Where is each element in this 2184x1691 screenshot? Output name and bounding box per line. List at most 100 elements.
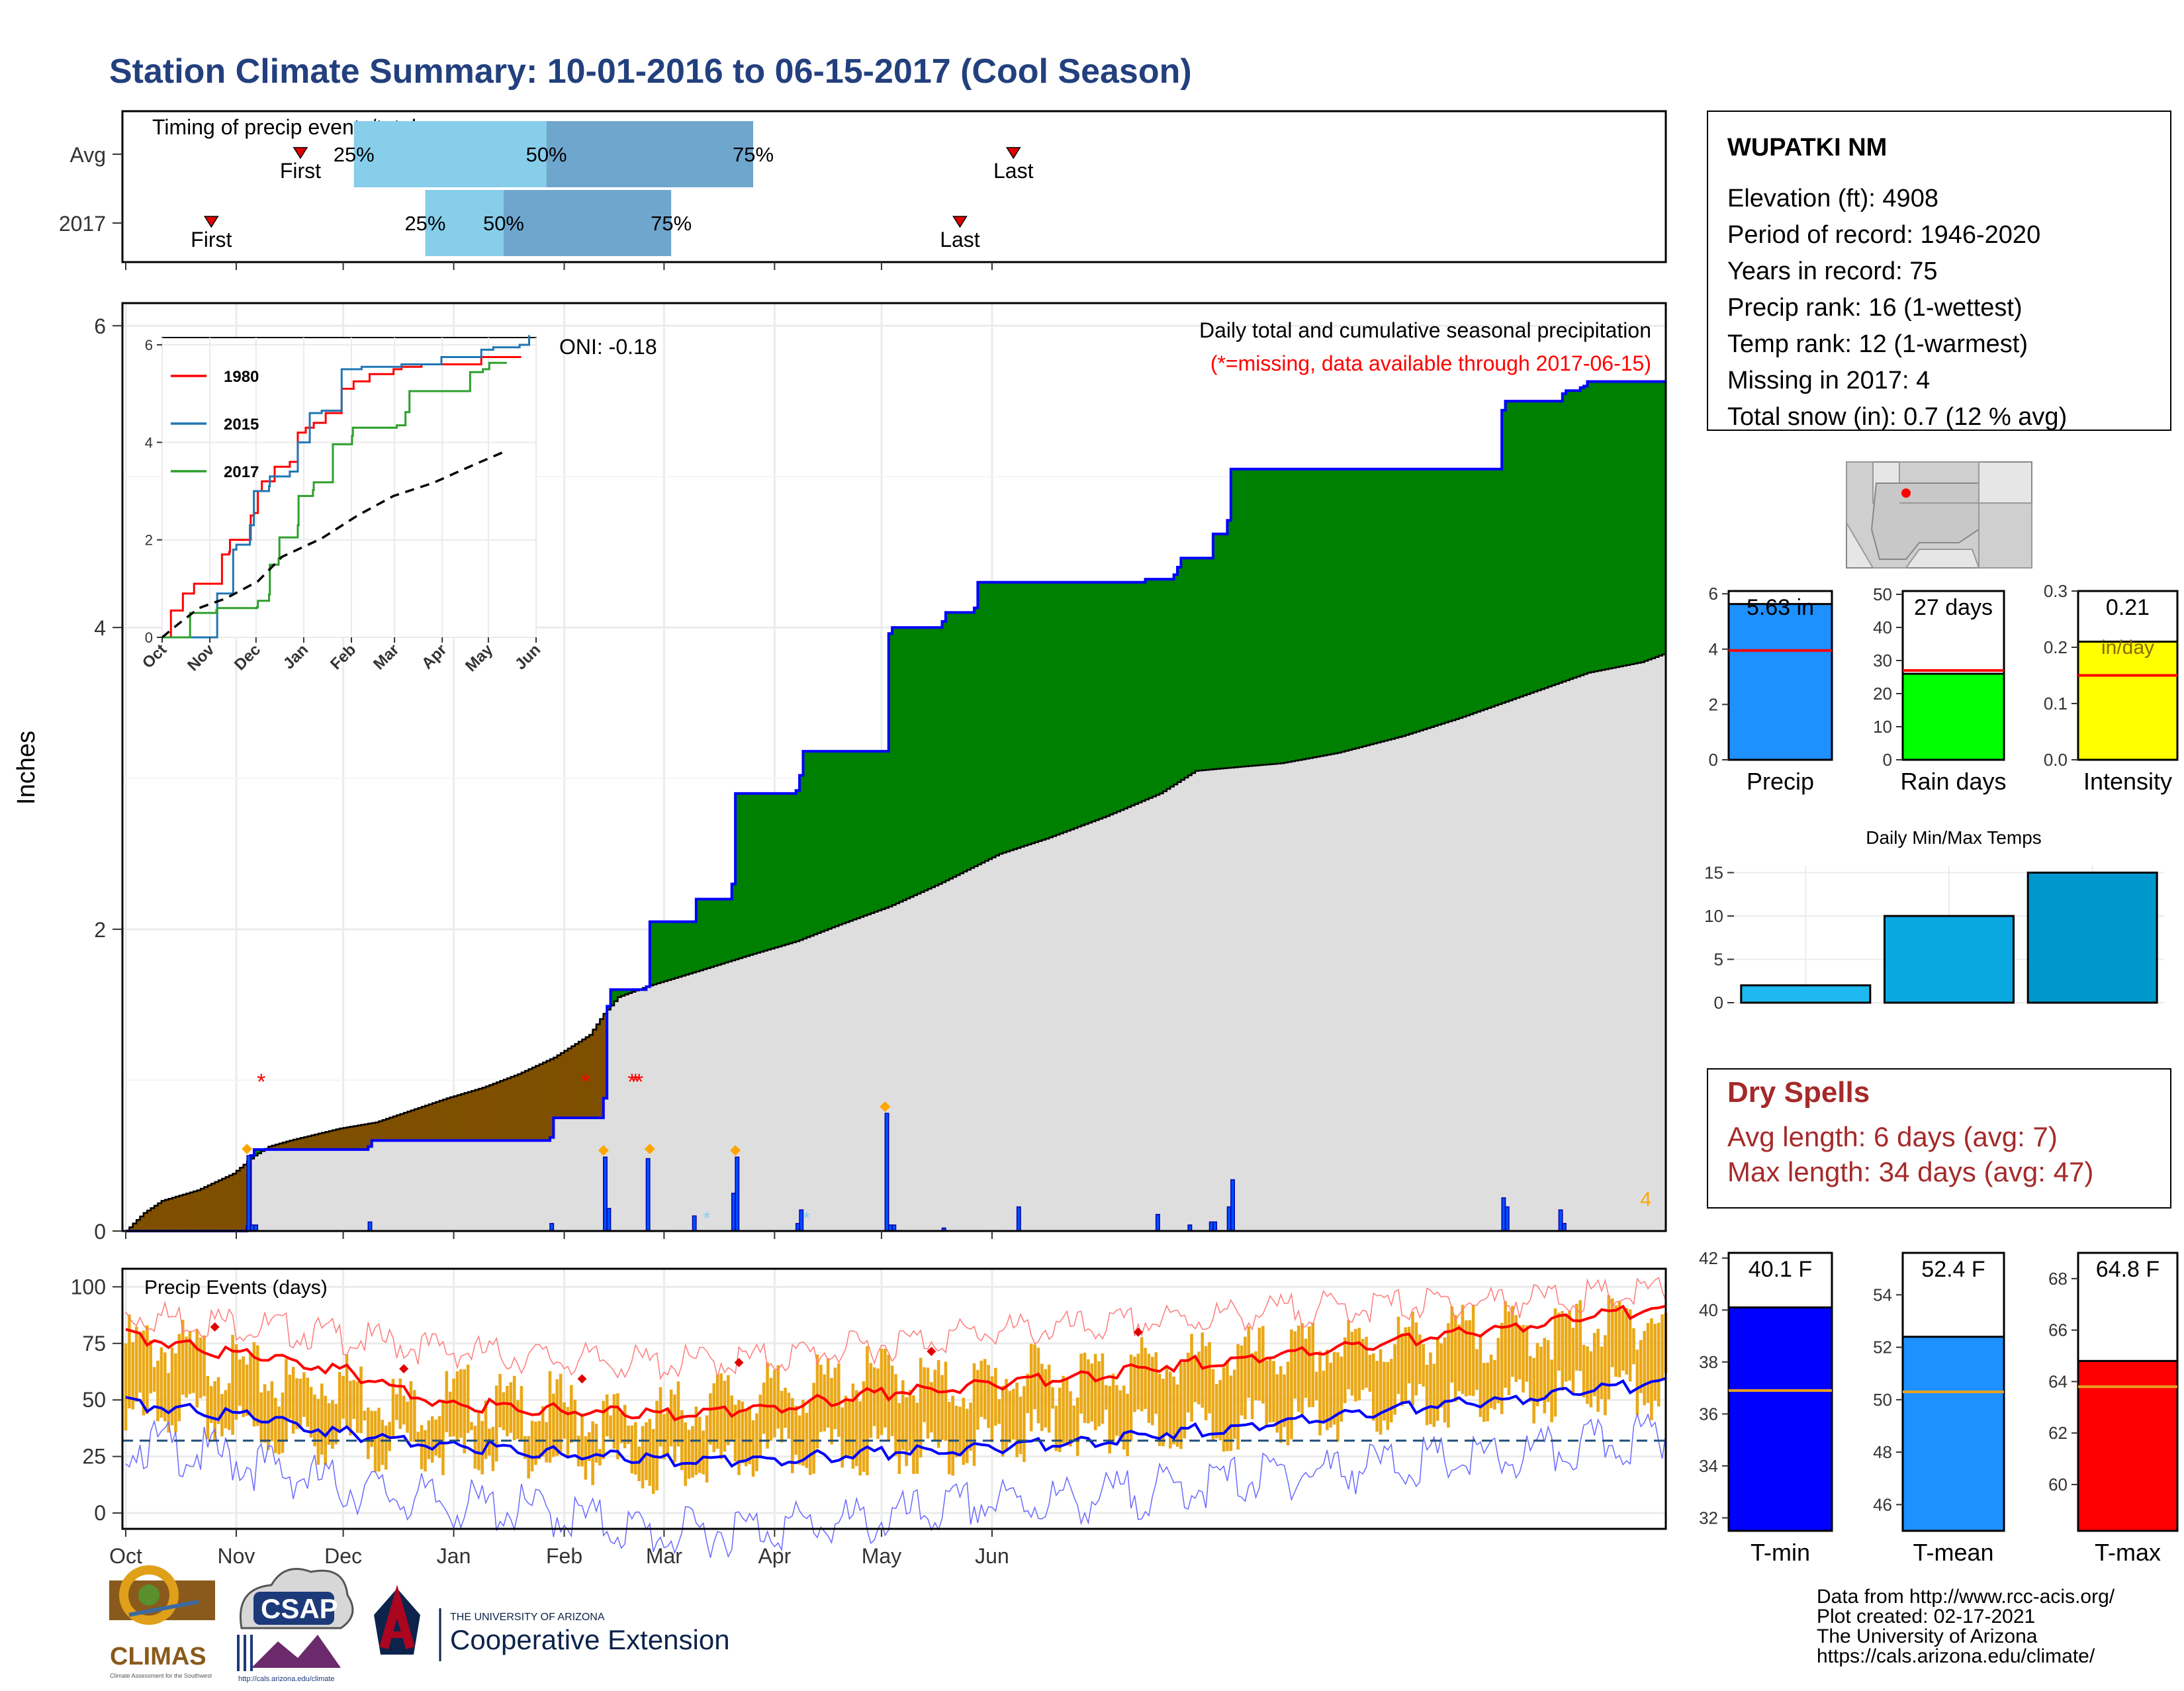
daily-temp-range-bar [741,1401,745,1463]
deficit-precip-area [414,1109,419,1141]
daily-temp-range-bar [124,1343,128,1431]
surplus-precip-area [1548,401,1553,687]
daily-temp-range-bar [234,1344,238,1420]
surplus-precip-area [250,1156,255,1159]
daily-temp-range-bar [1140,1337,1144,1412]
surplus-precip-area [728,899,733,962]
daily-temp-range-bar [1518,1325,1522,1380]
daily-temp-range-bar [520,1386,523,1441]
surplus-precip-area [753,793,758,954]
daily-temp-range-bar [373,1410,377,1472]
month-tick-label: Dec [324,1544,362,1568]
station-line: Total snow (in): 0.7 (12 % avg) [1727,403,2067,431]
daily-temp-range-bar [1075,1397,1079,1456]
surplus-precip-area [1587,381,1592,673]
daily-temp-range-bar [769,1377,773,1441]
daily-temp-range-bar [1005,1379,1008,1450]
deficit-precip-area [361,1124,365,1150]
daily-temp-range-bar [406,1401,409,1433]
deficit-precip-area [307,1136,312,1150]
daily-temp-range-bar [1190,1334,1193,1422]
deficit-precip-area [311,1135,316,1150]
surplus-precip-area [1052,582,1057,837]
surplus-precip-area [1017,582,1021,848]
daily-temp-range-bar [331,1400,334,1449]
daily-temp-range-bar [363,1410,367,1421]
intensity-value-bar [2077,641,2179,761]
surplus-precip-area [671,921,676,980]
daily-temp-range-bar [1628,1309,1632,1382]
deficit-precip-area [564,1050,569,1119]
surplus-precip-area [1420,469,1424,731]
month-tick-label: Oct [109,1544,142,1568]
deficit-precip-area [132,1223,137,1231]
daily-temp-range-bar [530,1420,534,1472]
daily-temp-range-bar [630,1425,634,1474]
deficit-precip-area [532,1067,537,1141]
surplus-precip-area [1230,469,1235,768]
daily-precip-bar [1208,1221,1214,1232]
temp-y-tick-label: 0 [94,1501,106,1525]
daily-temp-range-bar [884,1348,887,1428]
daily-temp-range-bar [273,1397,277,1453]
daily-temp-range-bar [1286,1361,1290,1446]
surplus-precip-area [1512,401,1517,700]
daily-temp-range-bar [1133,1356,1136,1412]
daily-temp-range-bar [1072,1405,1076,1440]
surplus-precip-area [674,921,679,978]
t-mean-y-tick-label: 46 [1873,1494,1892,1514]
record-low-line [125,1412,1666,1558]
inset-series-1980 [162,355,522,639]
daily-temp-range-bar [866,1346,869,1476]
daily-temp-range-bar [381,1420,385,1465]
daily-temp-range-bar [666,1410,670,1455]
daily-temp-range-bar [609,1415,612,1440]
daily-temp-range-bar [484,1400,488,1459]
daily-temp-range-bar [1589,1351,1593,1408]
daily-temp-range-bar [612,1394,616,1449]
deficit-precip-area [271,1145,276,1150]
surplus-precip-area [1209,558,1214,770]
daily-temp-range-bar [238,1359,242,1406]
heavy-event-marker [242,1144,253,1155]
daily-temp-range-bar [1272,1361,1275,1422]
surplus-precip-area [1619,381,1623,666]
surplus-precip-area [1152,579,1157,797]
deficit-precip-area [428,1104,433,1141]
surplus-precip-area [1298,469,1303,760]
deficit-precip-area [567,1048,572,1119]
daily-temp-range-bar [1575,1303,1578,1371]
daily-temp-range-bar [1011,1389,1015,1440]
deficit-precip-area [439,1101,444,1141]
daily-temp-range-bar [398,1378,402,1430]
daily-temp-range-bar [1175,1384,1179,1447]
deficit-precip-area [482,1087,486,1141]
deficit-precip-area [350,1126,355,1150]
surplus-precip-area [1530,401,1535,693]
rain-days-y-tick-label: 20 [1873,684,1892,704]
precip-total-y-tick-label: 2 [1709,694,1718,714]
daily-temp-range-bar [1283,1374,1286,1428]
surplus-precip-area [717,899,722,965]
daily-temp-range-bar [962,1397,966,1465]
daily-temp-range-bar [555,1379,559,1456]
intensity-y-tick-label: 0.2 [2044,637,2068,657]
month-tick-label: Apr [758,1544,791,1568]
daily-temp-range-bar [587,1432,591,1461]
deficit-precip-area [471,1091,476,1141]
deficit-precip-area [289,1140,294,1150]
deficit-precip-area [596,1024,601,1119]
daily-temp-range-bar [1186,1352,1190,1413]
daily-temp-range-bar [1368,1355,1372,1392]
surplus-precip-area [1448,469,1453,722]
surplus-precip-area [778,793,782,947]
daily-temp-range-bar [1522,1324,1525,1393]
daily-temp-range-bar [455,1371,459,1441]
surplus-precip-area [1234,469,1239,768]
deficit-precip-area [296,1138,301,1150]
daily-precip-bar [367,1221,373,1232]
surplus-precip-area [952,612,957,877]
surplus-precip-area [846,751,850,923]
